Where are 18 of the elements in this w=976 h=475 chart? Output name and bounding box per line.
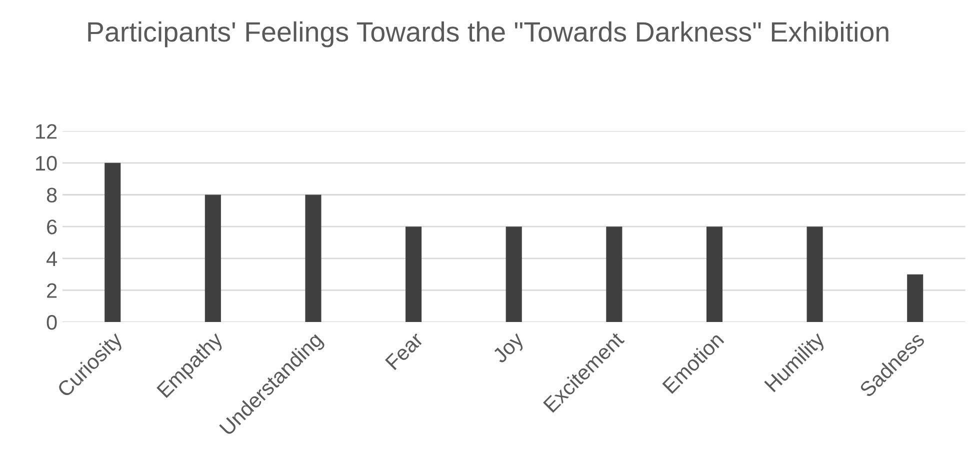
bar	[706, 226, 723, 322]
x-tick-label: Joy	[492, 330, 528, 367]
bar	[104, 162, 121, 322]
y-tick-label: 8	[46, 188, 57, 203]
bar	[907, 274, 924, 322]
bar	[606, 226, 622, 322]
y-tick-label: 4	[46, 252, 57, 266]
y-tick-label: 12	[36, 124, 57, 139]
chart-title: Participants' Feelings Towards the "Towards Darkness" Exhibition	[88, 21, 888, 48]
bar	[204, 194, 221, 322]
bar	[305, 194, 322, 322]
y-tick-label: 6	[47, 220, 57, 234]
y-tick-label: 10	[36, 156, 57, 171]
y-tick-label: 0	[46, 315, 57, 330]
bar	[806, 226, 823, 322]
y-tick-label: 2	[47, 283, 57, 298]
bar	[506, 226, 522, 322]
bar	[406, 226, 422, 322]
